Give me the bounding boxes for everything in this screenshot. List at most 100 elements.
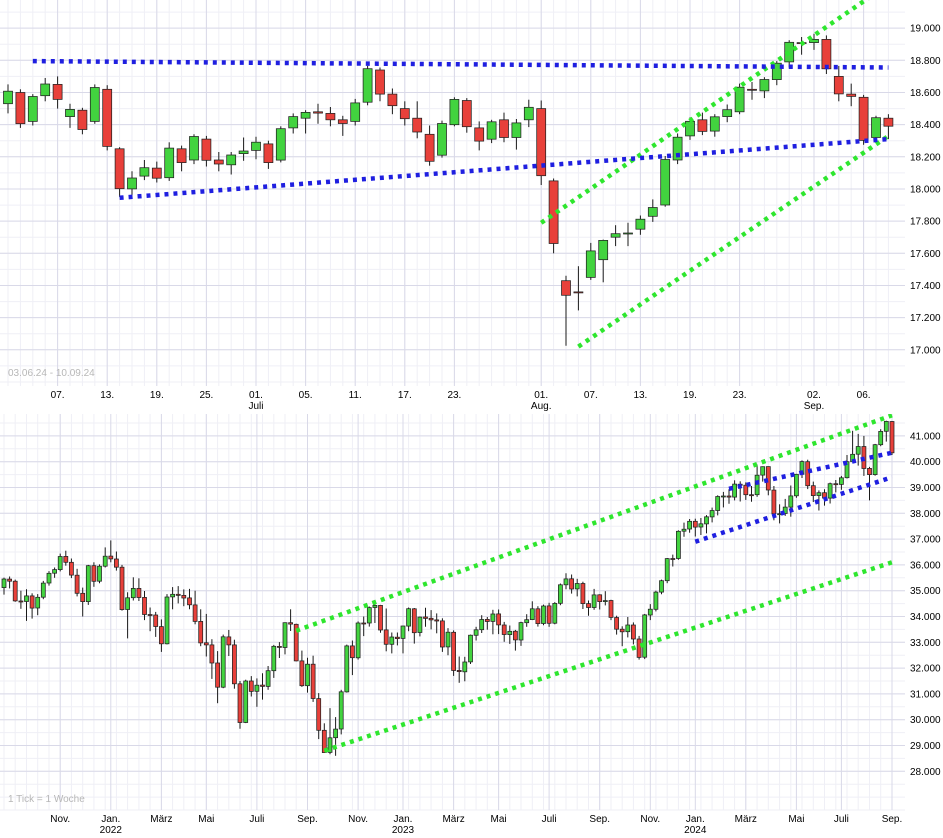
y-axis-label: 31.000 (910, 689, 941, 700)
candle-up (759, 79, 770, 92)
candle-up (362, 68, 373, 103)
x-axis-label: 23. (733, 390, 747, 401)
candle-down (91, 565, 97, 582)
candle-down (209, 644, 215, 664)
y-axis-label: 17.000 (910, 345, 941, 356)
candle-up (664, 558, 670, 582)
candle-down (412, 117, 423, 133)
candle-down (771, 489, 777, 515)
candle-down (846, 93, 857, 97)
candle-down (597, 594, 603, 602)
candle-up (672, 136, 683, 161)
candle-down (501, 624, 507, 635)
candle-down (608, 600, 614, 618)
candle-down (142, 597, 147, 615)
candle-up (305, 663, 310, 687)
y-axis-label: 18.200 (910, 152, 941, 163)
candle-down (237, 683, 243, 723)
candle-down (119, 566, 125, 610)
candle-up (1, 578, 7, 588)
y-axis-label: 19.000 (910, 24, 941, 35)
candle-down (423, 616, 428, 619)
x-axis-label: Jan. (101, 814, 120, 825)
y-axis-label: 40.000 (910, 457, 941, 468)
candle-up (355, 622, 361, 659)
candle-down (411, 608, 417, 634)
candle-up (417, 616, 423, 633)
x-axis-label: 11. (349, 390, 362, 401)
candle-down (749, 494, 754, 497)
y-axis-label: 17.800 (910, 217, 941, 228)
candle-down (215, 662, 220, 688)
candle-up (871, 117, 881, 138)
daily-candlestick-chart[interactable]: 19.000 18.800 18.600 18.400 18.200 18.000 17.8… (0, 0, 943, 414)
candle-down (337, 119, 348, 124)
candle-down (201, 138, 212, 161)
candle-up (524, 619, 530, 624)
candle-down (697, 119, 708, 132)
candle-up (558, 584, 563, 604)
candle-down (151, 167, 162, 179)
x-axis-label: 13. (100, 390, 114, 401)
candle-up (139, 167, 150, 177)
candle-down (499, 119, 509, 138)
y-axis-label: 41.000 (910, 431, 941, 442)
candle-up (563, 578, 569, 586)
candle-up (338, 691, 344, 730)
x-axis-sublabel: 2023 (392, 825, 415, 836)
candle-up (271, 645, 277, 672)
candle-down (619, 628, 625, 633)
candle-up (878, 431, 884, 446)
candle-up (635, 218, 646, 230)
candle-down (248, 680, 254, 692)
candle-up (164, 147, 175, 179)
candle-up (844, 461, 850, 479)
candle-down (434, 619, 440, 622)
candle-down (313, 111, 323, 114)
candle-down (726, 495, 732, 498)
x-axis-label: 07. (584, 390, 598, 401)
candle-up (816, 492, 822, 496)
candle-down (440, 620, 445, 648)
candle-down (232, 644, 237, 685)
trendline-blue (32, 58, 889, 70)
x-axis-label: 01. (249, 390, 263, 401)
candle-up (872, 444, 878, 475)
candle-down (361, 622, 367, 625)
candle-down (536, 108, 547, 177)
candle-down (192, 604, 198, 622)
candle-up (659, 580, 664, 593)
candle-up (541, 605, 546, 624)
candle-up (238, 150, 249, 154)
candle-down (321, 729, 327, 753)
candle-up (389, 636, 395, 645)
candle-up (625, 624, 631, 633)
candle-up (585, 250, 596, 278)
candle-up (715, 496, 721, 511)
candle-up (685, 120, 695, 137)
candle-down (636, 638, 642, 658)
candle-up (479, 619, 485, 631)
y-axis-label: 37.000 (910, 535, 941, 546)
candle-up (709, 510, 715, 518)
candle-up (771, 62, 782, 80)
candle-down (29, 595, 35, 609)
x-axis-label: 23. (447, 390, 461, 401)
trendline-green (295, 414, 893, 633)
candle-down (198, 621, 204, 644)
y-axis-label: 17.600 (910, 249, 941, 260)
candle-down (203, 642, 209, 646)
weekly-candlestick-chart[interactable]: 41.000 40.000 39.000 38.000 37.000 36.000 35.0… (0, 414, 943, 838)
candle-down (546, 605, 552, 624)
candle-down (474, 127, 485, 142)
candle-up (243, 680, 249, 723)
candle-up (282, 622, 288, 648)
candle-up (445, 631, 451, 648)
candle-down (375, 69, 385, 95)
candle-down (496, 613, 501, 626)
candle-up (97, 565, 102, 582)
candle-down (293, 623, 299, 662)
candle-down (867, 468, 872, 475)
candle-down (325, 113, 336, 121)
